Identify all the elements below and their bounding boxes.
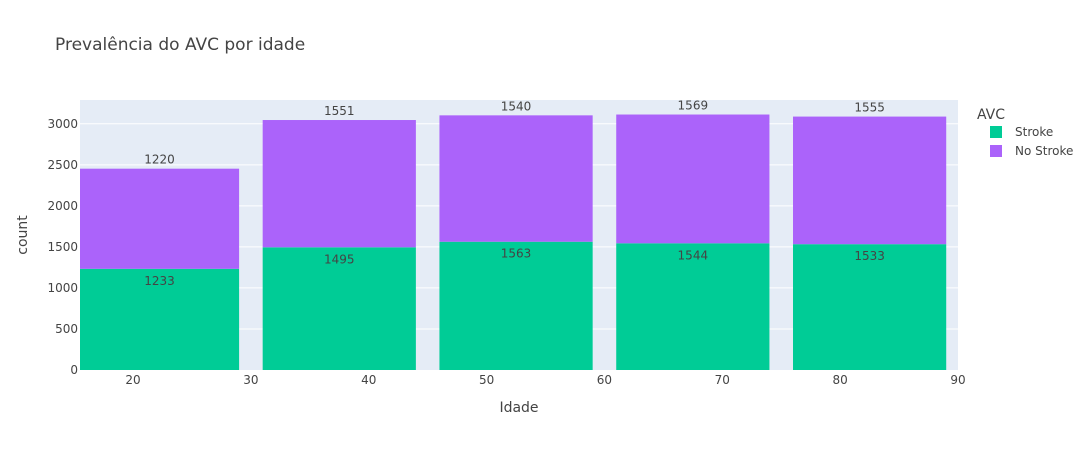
y-tick-label: 3000 bbox=[47, 117, 78, 131]
data-label: 1569 bbox=[678, 99, 709, 113]
x-tick-label: 70 bbox=[715, 373, 730, 387]
legend-swatch bbox=[990, 145, 1002, 157]
y-tick-label: 2000 bbox=[47, 199, 78, 213]
y-tick-label: 2500 bbox=[47, 158, 78, 172]
y-tick-label: 1500 bbox=[47, 240, 78, 254]
x-tick-label: 20 bbox=[125, 373, 140, 387]
bar-stroke bbox=[793, 244, 947, 370]
chart-title: Prevalência do AVC por idade bbox=[55, 35, 305, 55]
legend: AVC Stroke No Stroke bbox=[977, 107, 1073, 158]
bar-no-stroke bbox=[262, 120, 416, 248]
x-tick-label: 50 bbox=[479, 373, 494, 387]
bar-stroke bbox=[80, 268, 240, 370]
bar-no-stroke bbox=[616, 114, 770, 244]
bar-no-stroke bbox=[793, 116, 947, 245]
legend-swatch bbox=[990, 126, 1002, 138]
data-label: 1551 bbox=[324, 104, 355, 118]
x-tick-label: 40 bbox=[361, 373, 376, 387]
bar-stroke bbox=[439, 241, 593, 370]
bars bbox=[80, 114, 947, 370]
data-label: 1540 bbox=[501, 99, 532, 113]
y-tick-label: 500 bbox=[55, 322, 78, 336]
data-label: 1233 bbox=[144, 274, 175, 288]
bar-no-stroke bbox=[439, 115, 593, 242]
bar-no-stroke bbox=[80, 168, 240, 269]
y-axis-ticks: 0 500 1000 1500 2000 2500 3000 bbox=[47, 117, 78, 377]
y-axis-title: count bbox=[15, 215, 31, 255]
data-labels: 1233 1220 1495 1551 1563 1540 1544 1569 1533 1555 bbox=[144, 99, 885, 288]
data-label: 1563 bbox=[501, 247, 532, 261]
data-label: 1220 bbox=[144, 153, 175, 167]
legend-item-label: Stroke bbox=[1015, 125, 1053, 139]
data-label: 1495 bbox=[324, 252, 355, 266]
data-label: 1533 bbox=[854, 249, 885, 263]
bar-stroke bbox=[262, 247, 416, 370]
y-tick-label: 0 bbox=[70, 363, 78, 377]
y-tick-label: 1000 bbox=[47, 281, 78, 295]
bar-stroke bbox=[616, 243, 770, 370]
x-tick-label: 90 bbox=[950, 373, 965, 387]
data-label: 1544 bbox=[678, 248, 709, 262]
data-label: 1555 bbox=[854, 101, 885, 115]
legend-title: AVC bbox=[977, 107, 1005, 123]
x-tick-label: 30 bbox=[243, 373, 258, 387]
legend-item-label: No Stroke bbox=[1015, 144, 1073, 158]
x-tick-label: 60 bbox=[597, 373, 612, 387]
x-axis-ticks: 20 30 40 50 60 70 80 90 bbox=[125, 373, 965, 387]
x-axis-title: Idade bbox=[499, 400, 538, 416]
x-tick-label: 80 bbox=[833, 373, 848, 387]
